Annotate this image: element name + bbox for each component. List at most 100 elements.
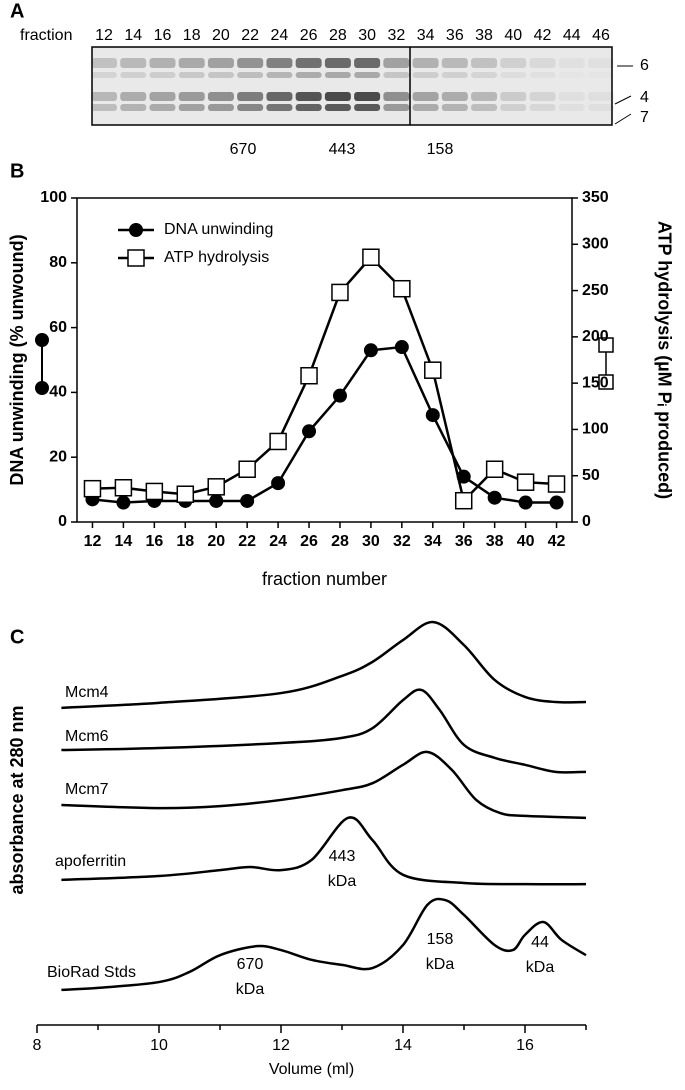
y2-tick-label: 350 xyxy=(582,189,609,206)
gel-band xyxy=(324,92,351,101)
marker xyxy=(549,495,564,510)
gel-band xyxy=(207,58,234,68)
marker xyxy=(456,469,471,484)
gel-band xyxy=(471,92,498,101)
gel-band xyxy=(207,104,234,111)
band-pointer xyxy=(614,95,632,105)
gel-band xyxy=(354,104,381,111)
gel-band xyxy=(91,92,117,101)
lane-header: fraction xyxy=(20,27,72,44)
gel-band xyxy=(295,92,322,101)
marker xyxy=(240,493,255,508)
panel-label: A xyxy=(10,0,24,22)
lane-label: 36 xyxy=(446,27,464,44)
lane-label: 24 xyxy=(271,27,289,44)
y-tick-label: 60 xyxy=(49,319,67,336)
axis-key xyxy=(35,333,49,347)
gel-band xyxy=(412,104,439,111)
lane-label: 34 xyxy=(417,27,435,44)
y2-tick-label: 50 xyxy=(582,467,600,484)
x-axis-title: fraction number xyxy=(262,569,387,589)
x-tick-label: 24 xyxy=(269,533,287,550)
gel-band xyxy=(149,92,176,101)
x-tick-label: 42 xyxy=(548,533,566,550)
band-label: 6 xyxy=(640,57,649,74)
gel-band xyxy=(207,92,234,101)
gel-band xyxy=(295,104,322,111)
marker xyxy=(516,473,535,491)
lane-label: 14 xyxy=(124,27,142,44)
gel-band xyxy=(383,92,410,101)
gel-band xyxy=(120,58,147,68)
marker xyxy=(518,495,533,510)
annotation-unit: kDa xyxy=(236,981,265,998)
gel-band xyxy=(559,72,585,78)
marker xyxy=(176,485,195,503)
gel-band xyxy=(120,92,147,101)
marker xyxy=(485,460,504,478)
band-pointer xyxy=(614,113,632,125)
standard-label: 443 xyxy=(329,141,356,158)
marker xyxy=(207,478,225,496)
gel-band xyxy=(295,72,322,78)
x-tick-label: 18 xyxy=(176,533,194,550)
gel-band xyxy=(324,104,351,111)
gel-band xyxy=(383,58,410,68)
marker xyxy=(116,495,131,510)
y-tick-label: 40 xyxy=(49,384,67,401)
lane-label: 42 xyxy=(534,27,552,44)
marker xyxy=(209,493,224,508)
x-tick-label: 22 xyxy=(238,533,256,550)
x-tick-label: 10 xyxy=(150,1037,168,1054)
y-tick-label: 100 xyxy=(40,189,67,206)
marker xyxy=(332,388,347,403)
marker xyxy=(269,432,287,451)
gel-band xyxy=(178,58,205,68)
x-axis-title: Volume (ml) xyxy=(269,1061,354,1078)
gel-bands xyxy=(91,58,614,111)
gel-band xyxy=(324,58,351,68)
marker xyxy=(271,476,286,491)
gel-band xyxy=(529,72,556,78)
gel-band xyxy=(354,58,381,68)
marker xyxy=(394,340,409,355)
x-tick-label: 14 xyxy=(115,533,133,550)
lane-label: 30 xyxy=(358,27,376,44)
standard-label: 670 xyxy=(230,141,257,158)
y-tick-label: 0 xyxy=(58,513,67,530)
gel-band xyxy=(558,104,585,111)
x-tick-label: 30 xyxy=(362,533,380,550)
gel-band xyxy=(149,104,176,111)
gel-band xyxy=(237,58,264,68)
band-label: 7 xyxy=(640,109,649,126)
axis-key xyxy=(35,381,49,395)
lane-label: 26 xyxy=(300,27,318,44)
data-line xyxy=(92,255,557,504)
y-axis-title: absorbance at 280 nm xyxy=(7,705,27,894)
marker xyxy=(424,361,442,379)
gel-band xyxy=(266,72,293,78)
marker xyxy=(425,408,440,423)
trace-label: Mcm6 xyxy=(65,728,109,745)
annotation: 443 xyxy=(329,848,356,865)
gel-band xyxy=(558,92,585,101)
gel-band xyxy=(383,104,410,111)
gel-band xyxy=(178,104,205,111)
lane-label: 12 xyxy=(95,27,113,44)
marker xyxy=(83,479,102,498)
trace-label: Mcm7 xyxy=(65,781,109,798)
gel-band xyxy=(588,72,614,78)
trace xyxy=(61,620,587,710)
marker xyxy=(238,460,256,478)
gel-band xyxy=(471,58,498,68)
gel-band xyxy=(178,92,205,101)
marker xyxy=(331,283,349,302)
gel-band xyxy=(120,72,147,78)
gel-band xyxy=(441,72,468,78)
plot-frame xyxy=(76,197,573,523)
trace xyxy=(61,816,587,886)
gel-band xyxy=(120,104,147,111)
annotation-unit: kDa xyxy=(426,956,455,973)
y-tick-label: 80 xyxy=(49,254,67,271)
